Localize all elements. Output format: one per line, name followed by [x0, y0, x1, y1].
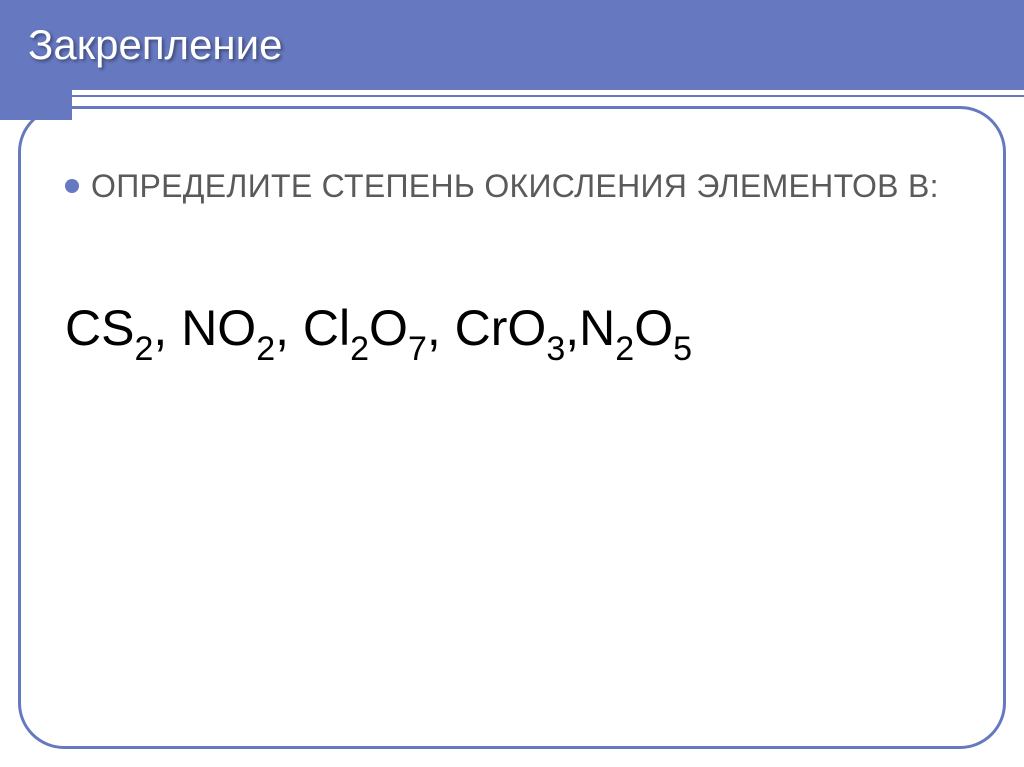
formula-sep: ,	[153, 300, 181, 356]
formula-no2-base: NO	[181, 300, 256, 356]
bullet-text: ОПРЕДЕЛИТЕ СТЕПЕНЬ ОКИСЛЕНИЯ ЭЛЕМЕНТОВ В…	[91, 165, 939, 208]
formula-cro3-sub: 3	[546, 330, 565, 368]
formula-n2o5-subb: 5	[673, 330, 692, 368]
title-bar: Закрепление	[0, 0, 1024, 90]
formula-cro3-base: CrO	[455, 300, 547, 356]
bullet-dot-icon	[65, 179, 79, 193]
slide-title: Закрепление	[28, 21, 282, 69]
formula-cs2-base: CS	[65, 300, 134, 356]
formula-sep: ,	[565, 300, 579, 356]
formula-sep: ,	[275, 300, 303, 356]
formula-sep: ,	[427, 300, 455, 356]
formula-cl2o7-subb: 7	[408, 330, 427, 368]
formula-cl2o7-baseb: O	[369, 300, 408, 356]
bullet-item: ОПРЕДЕЛИТЕ СТЕПЕНЬ ОКИСЛЕНИЯ ЭЛЕМЕНТОВ В…	[65, 165, 959, 208]
formula-n2o5-basea: N	[579, 300, 615, 356]
formula-cl2o7-suba: 2	[350, 330, 369, 368]
formula-cs2-sub: 2	[134, 330, 153, 368]
formula-no2-sub: 2	[256, 330, 275, 368]
formula-line: CS2, NO2, Cl2O7, CrO3,N2O5	[65, 298, 959, 366]
formula-cl2o7-basea: Cl	[303, 300, 350, 356]
slide: Закрепление ОПРЕДЕЛИТЕ СТЕПЕНЬ ОКИСЛЕНИЯ…	[0, 0, 1024, 767]
formula-n2o5-baseb: O	[634, 300, 673, 356]
content-box: ОПРЕДЕЛИТЕ СТЕПЕНЬ ОКИСЛЕНИЯ ЭЛЕМЕНТОВ В…	[18, 106, 1006, 749]
divider-line	[0, 95, 1024, 97]
formula-n2o5-suba: 2	[615, 330, 634, 368]
